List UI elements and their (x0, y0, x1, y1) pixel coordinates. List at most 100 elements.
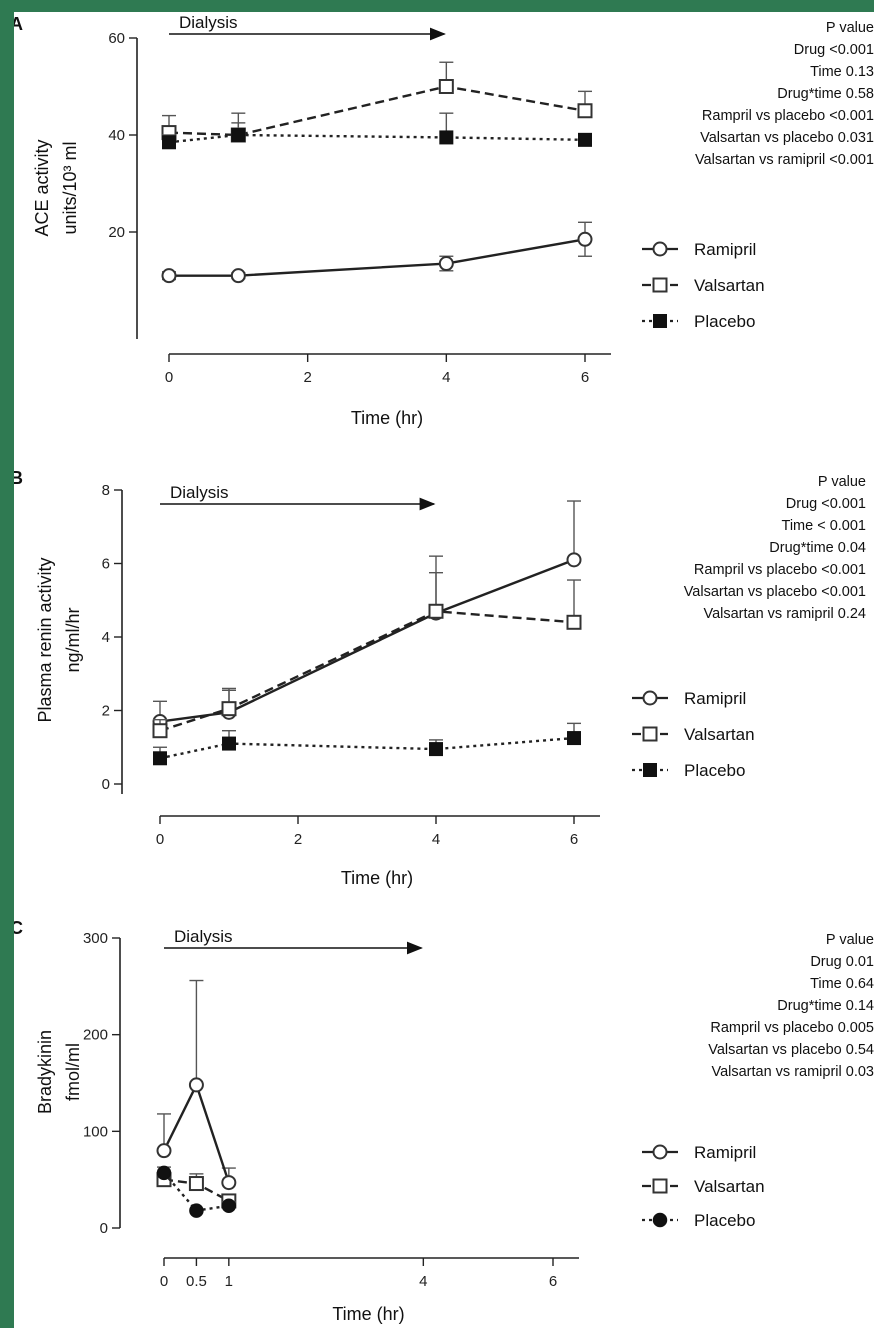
series-ramipril (156, 979, 237, 1191)
data-point (188, 1176, 204, 1192)
x-axis-label: Time (hr) (341, 868, 413, 888)
data-point (578, 132, 592, 147)
pvalue-row: Time < 0.001 (782, 518, 867, 534)
legend-marker (653, 314, 667, 328)
y-tick-label: 100 (83, 1123, 108, 1140)
data-point (153, 751, 167, 766)
data-point (156, 1165, 172, 1181)
pvalue-row: Drug <0.001 (786, 496, 866, 512)
legend-label: Ramipril (694, 1143, 756, 1162)
x-tick-label: 4 (442, 369, 450, 386)
data-point (566, 552, 582, 568)
x-tick-label: 2 (303, 369, 311, 386)
pvalue-row: Valsartan vs placebo <0.001 (684, 584, 866, 600)
series-line (168, 85, 586, 137)
pvalue-title: P value (826, 932, 874, 948)
data-point (577, 103, 593, 119)
x-tick-label: 6 (549, 1273, 557, 1290)
y-tick-label: 0 (100, 1220, 108, 1237)
y-tick-label: 0 (102, 776, 110, 793)
dialysis-label: Dialysis (174, 927, 233, 946)
y-axis-unit-label: units/10³ ml (60, 141, 80, 234)
pvalue-row: Time 0.13 (810, 64, 874, 80)
pvalue-row: Valsartan vs ramipril 0.24 (703, 606, 866, 622)
pvalue-table: P value Drug <0.001 Time 0.13 Drug*time 0.5… (695, 20, 874, 168)
pvalue-row: Valsartan vs placebo 0.031 (700, 130, 874, 146)
x-axis-label: Time (hr) (351, 408, 423, 428)
series-placebo (153, 722, 581, 766)
series-valsartan (152, 571, 582, 739)
pvalue-row: Valsartan vs ramipril 0.03 (711, 1064, 874, 1080)
legend: Ramipril Valsartan Placebo (642, 1143, 765, 1230)
data-point (221, 1175, 237, 1191)
data-point (438, 256, 454, 272)
legend-label: Valsartan (694, 1177, 765, 1196)
data-point (189, 1203, 204, 1218)
pvalue-row: Drug*time 0.04 (769, 540, 866, 556)
series-ramipril (152, 500, 582, 730)
pvalue-table: P value Drug <0.001 Time < 0.001 Drug*time … (684, 474, 866, 622)
y-tick-label: 200 (83, 1027, 108, 1044)
legend-label: Placebo (694, 312, 755, 331)
legend-marker (652, 1178, 668, 1194)
series-valsartan (161, 61, 593, 143)
x-tick-label: 4 (419, 1273, 427, 1290)
legend-label: Ramipril (684, 689, 746, 708)
pvalue-table: P value Drug 0.01 Time 0.64 Drug*time 0.14 R… (708, 932, 874, 1080)
data-point (221, 701, 237, 717)
legend-marker (643, 763, 657, 777)
x-tick-label: 0 (160, 1273, 168, 1290)
series-line (159, 558, 575, 723)
panel-letter: B (14, 468, 23, 488)
pvalue-title: P value (826, 20, 874, 36)
data-point (230, 268, 246, 284)
legend-marker (652, 1212, 668, 1228)
y-axis-unit-label: ng/ml/hr (63, 607, 83, 672)
data-point (221, 1198, 237, 1214)
data-point (188, 1077, 204, 1093)
series-placebo (162, 112, 592, 150)
y-tick-label: 8 (102, 482, 110, 499)
pvalue-row: Rampril vs placebo <0.001 (702, 108, 874, 124)
data-point (152, 723, 168, 739)
data-point (566, 614, 582, 630)
series-placebo (156, 1165, 237, 1218)
pvalue-row: Drug <0.001 (794, 42, 874, 58)
y-tick-label: 60 (108, 30, 125, 47)
y-axis-label: Bradykinin (35, 1030, 55, 1114)
legend-label: Placebo (694, 1211, 755, 1230)
data-point (161, 268, 177, 284)
y-tick-label: 20 (108, 224, 125, 241)
series-line (169, 238, 586, 277)
pvalue-row: Valsartan vs ramipril <0.001 (695, 152, 874, 168)
x-tick-label: 0.5 (186, 1273, 207, 1290)
chart-panel-a: A 20 40 60 0 2 4 6 Time (hr) ACE activity units/10… (14, 13, 874, 428)
data-point (439, 130, 454, 145)
y-axis-label: ACE activity (32, 139, 52, 236)
y-tick-label: 6 (102, 556, 110, 573)
legend-marker (652, 277, 668, 293)
data-point (429, 742, 443, 757)
legend-label: Placebo (684, 761, 745, 780)
y-tick-label: 300 (83, 930, 108, 947)
y-axis-label: Plasma renin activity (35, 557, 55, 722)
legend-label: Valsartan (684, 725, 755, 744)
figure-frame: A 20 40 60 0 2 4 6 Time (hr) ACE activity units/10… (14, 12, 874, 1328)
pvalue-row: Drug*time 0.58 (777, 86, 874, 102)
x-tick-label: 0 (156, 831, 164, 848)
data-point (162, 135, 176, 150)
legend-marker (652, 241, 668, 257)
pvalue-row: Drug 0.01 (810, 954, 874, 970)
pvalue-row: Valsartan vs placebo 0.54 (708, 1042, 874, 1058)
chart-panel-c: C 0 100 200 300 0 0.5 1 4 6 Time (hr) Bradykinin fmo… (14, 918, 874, 1324)
data-point (438, 79, 454, 94)
data-point (231, 128, 246, 142)
y-axis-unit-label: fmol/ml (63, 1043, 83, 1101)
chart-panel-b: B 0 2 4 6 8 0 2 4 6 Time (hr) Plasma renin activity… (14, 468, 866, 888)
pvalue-row: Rampril vs placebo 0.005 (710, 1020, 874, 1036)
legend: Ramipril Valsartan Placebo (632, 689, 755, 780)
pvalue-row: Drug*time 0.14 (777, 998, 874, 1014)
y-tick-label: 2 (102, 703, 110, 720)
legend-marker (642, 690, 658, 706)
legend-marker (642, 726, 658, 742)
